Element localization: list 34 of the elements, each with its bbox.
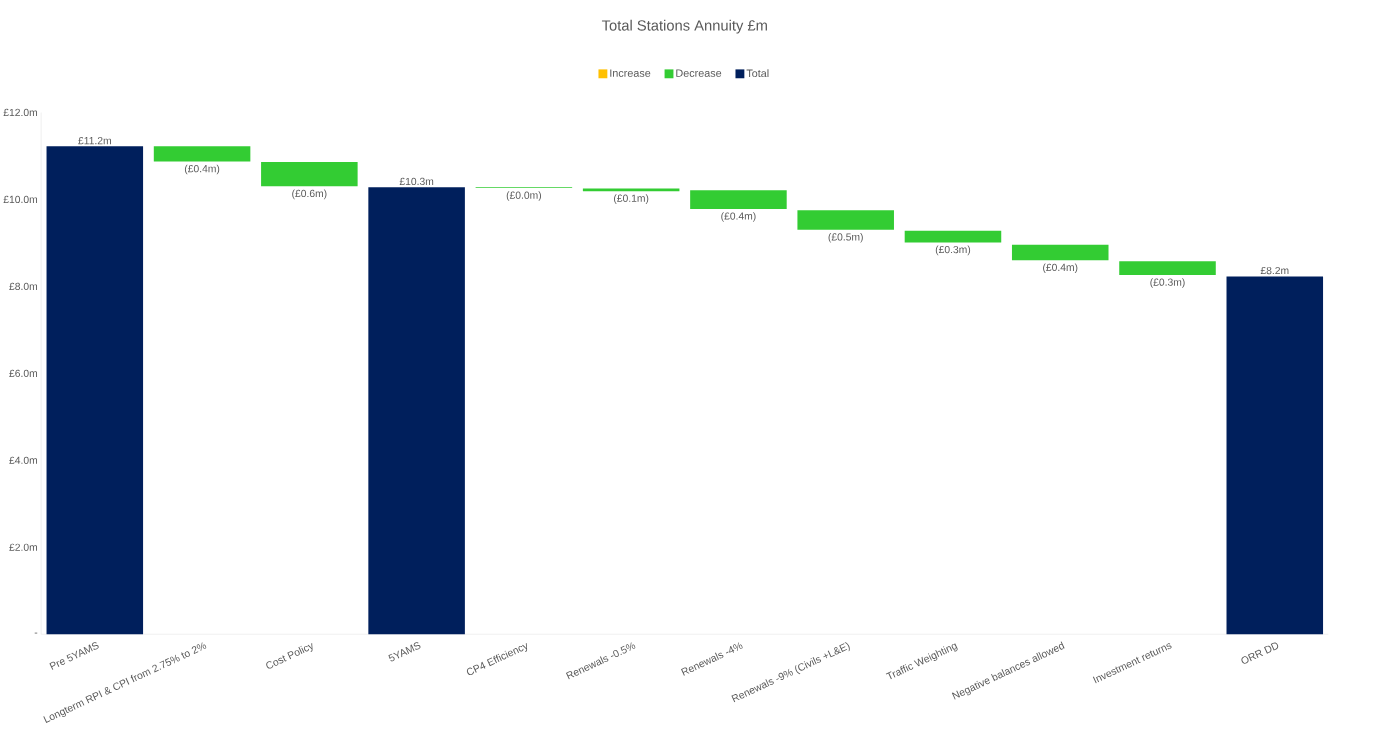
legend-label: Decrease	[676, 69, 722, 78]
y-tick-label: £2.0m	[9, 543, 38, 552]
y-tick-label: £8.0m	[9, 282, 38, 291]
data-label: £10.3m	[399, 177, 434, 186]
data-label: £8.2m	[1260, 267, 1289, 275]
data-label: (£0.1m)	[614, 194, 649, 205]
x-tick-label: ORR DD	[1241, 642, 1279, 664]
bar	[1119, 261, 1216, 276]
y-tick-label: £6.0m	[9, 369, 38, 378]
legend-label: Total	[746, 69, 769, 78]
y-tick-label: £12.0m	[3, 108, 37, 117]
bar	[904, 230, 1002, 243]
bar	[153, 146, 251, 162]
y-tick-label: £10.0m	[3, 195, 37, 204]
chart-title: Total Stations Annuity £m	[601, 20, 767, 34]
data-label: (£0.3m)	[935, 245, 971, 256]
bar	[1226, 276, 1324, 635]
y-tick-label: £4.0m	[9, 456, 38, 465]
data-label: (£0.4m)	[1043, 263, 1078, 274]
data-label: (£0.0m)	[506, 191, 542, 202]
bar	[261, 162, 358, 187]
data-label: (£0.4m)	[721, 212, 756, 222]
bar	[797, 210, 894, 231]
data-label: (£0.6m)	[292, 189, 327, 200]
bar	[46, 146, 144, 635]
data-label: (£0.3m)	[1150, 278, 1185, 289]
data-label: £11.2m	[78, 137, 111, 145]
y-tick-label: -	[34, 632, 38, 634]
data-label: (£0.4m)	[184, 164, 220, 175]
bar	[690, 190, 787, 210]
data-label: (£0.5m)	[828, 233, 863, 243]
bar	[1011, 244, 1109, 261]
legend-label: Increase	[610, 69, 651, 78]
bar	[368, 187, 465, 635]
